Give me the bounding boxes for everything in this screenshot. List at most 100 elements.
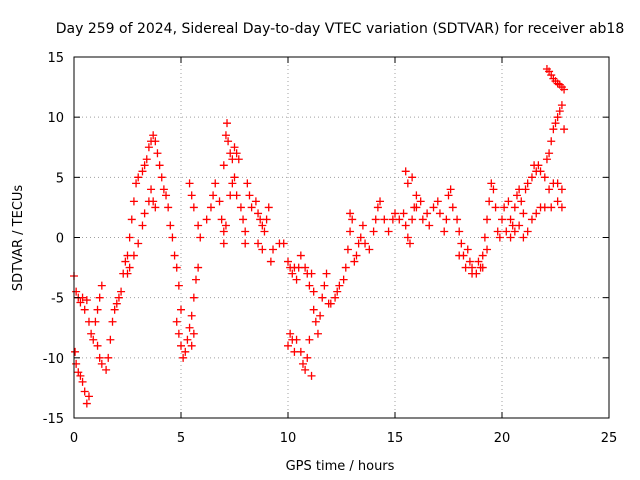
x-tick-label: 10 [280, 431, 297, 446]
data-point [478, 263, 487, 272]
data-point [547, 71, 556, 80]
data-point [134, 239, 143, 248]
data-point [125, 233, 134, 242]
data-point [309, 305, 318, 314]
data-point [151, 137, 160, 146]
y-axis-label: SDTVAR / TECUs [11, 185, 26, 292]
data-point [307, 269, 316, 278]
data-point [444, 191, 453, 200]
data-point [217, 215, 226, 224]
data-point [478, 251, 487, 260]
data-point [512, 191, 521, 200]
data-point [80, 387, 89, 396]
data-point [286, 329, 295, 338]
data-point [147, 185, 156, 194]
data-point [187, 191, 196, 200]
data-point [140, 209, 149, 218]
data-point [206, 203, 215, 212]
data-point [72, 359, 81, 368]
data-point [560, 125, 569, 134]
data-point [532, 209, 541, 218]
data-point [187, 341, 196, 350]
data-point [448, 203, 457, 212]
data-point [151, 203, 160, 212]
data-point [523, 227, 532, 236]
data-point [215, 197, 224, 206]
data-point [185, 323, 194, 332]
data-point [517, 197, 526, 206]
x-tick-label: 25 [601, 431, 618, 446]
data-point [557, 185, 566, 194]
data-point [510, 227, 519, 236]
data-point [155, 161, 164, 170]
data-point [346, 227, 355, 236]
data-point [162, 191, 171, 200]
data-point [76, 298, 85, 307]
data-point [93, 341, 102, 350]
data-point [540, 173, 549, 182]
grid [74, 57, 609, 418]
data-point [506, 215, 515, 224]
data-point [305, 281, 314, 290]
data-point [442, 215, 451, 224]
data-point [521, 185, 530, 194]
y-tick-label: 15 [47, 51, 64, 66]
data-point [142, 155, 151, 164]
data-point [527, 215, 536, 224]
data-point [560, 85, 569, 94]
data-point [461, 263, 470, 272]
data-point [296, 347, 305, 356]
data-point [241, 239, 250, 248]
data-point [412, 203, 421, 212]
data-point [179, 353, 188, 362]
data-point [177, 305, 185, 314]
data-point [174, 281, 183, 290]
data-point [506, 233, 515, 242]
data-point [425, 221, 434, 230]
y-tick-label: -15 [43, 412, 64, 427]
data-point [228, 179, 237, 188]
data-point [108, 317, 117, 326]
data-point [189, 203, 198, 212]
data-point [74, 368, 83, 377]
data-point [209, 191, 218, 200]
data-point [269, 245, 278, 254]
data-point [408, 215, 417, 224]
data-point [335, 281, 344, 290]
data-point [102, 365, 111, 374]
data-point [483, 245, 492, 254]
data-point [91, 317, 100, 326]
y-tick-label: -10 [43, 352, 64, 367]
data-point [519, 233, 528, 242]
x-tick-label: 20 [494, 431, 511, 446]
data-point [194, 263, 203, 272]
data-point [423, 209, 432, 218]
data-point [500, 203, 509, 212]
data-point [557, 203, 566, 212]
data-point [463, 245, 472, 254]
data-point [89, 335, 98, 344]
data-point [391, 209, 399, 218]
data-point [110, 305, 119, 314]
y-tick-label: 0 [56, 232, 64, 247]
data-point [239, 215, 248, 224]
data-point [495, 233, 504, 242]
data-point [97, 359, 106, 368]
data-point [542, 155, 551, 164]
data-point [527, 173, 536, 182]
data-point [549, 125, 558, 134]
data-point [191, 275, 200, 284]
data-point [468, 269, 477, 278]
data-point [502, 227, 511, 236]
data-point [168, 233, 177, 242]
x-tick-labels: 0 5 10 15 20 25 [70, 431, 617, 446]
data-point [159, 185, 168, 194]
data-point [453, 215, 462, 224]
data-point [189, 293, 198, 302]
data-point [412, 191, 421, 200]
chart-title: Day 259 of 2024, Sidereal Day-to-day VTE… [56, 21, 625, 37]
data-point [254, 239, 263, 248]
data-point [403, 179, 412, 188]
data-point [433, 197, 442, 206]
data-point [80, 305, 89, 314]
